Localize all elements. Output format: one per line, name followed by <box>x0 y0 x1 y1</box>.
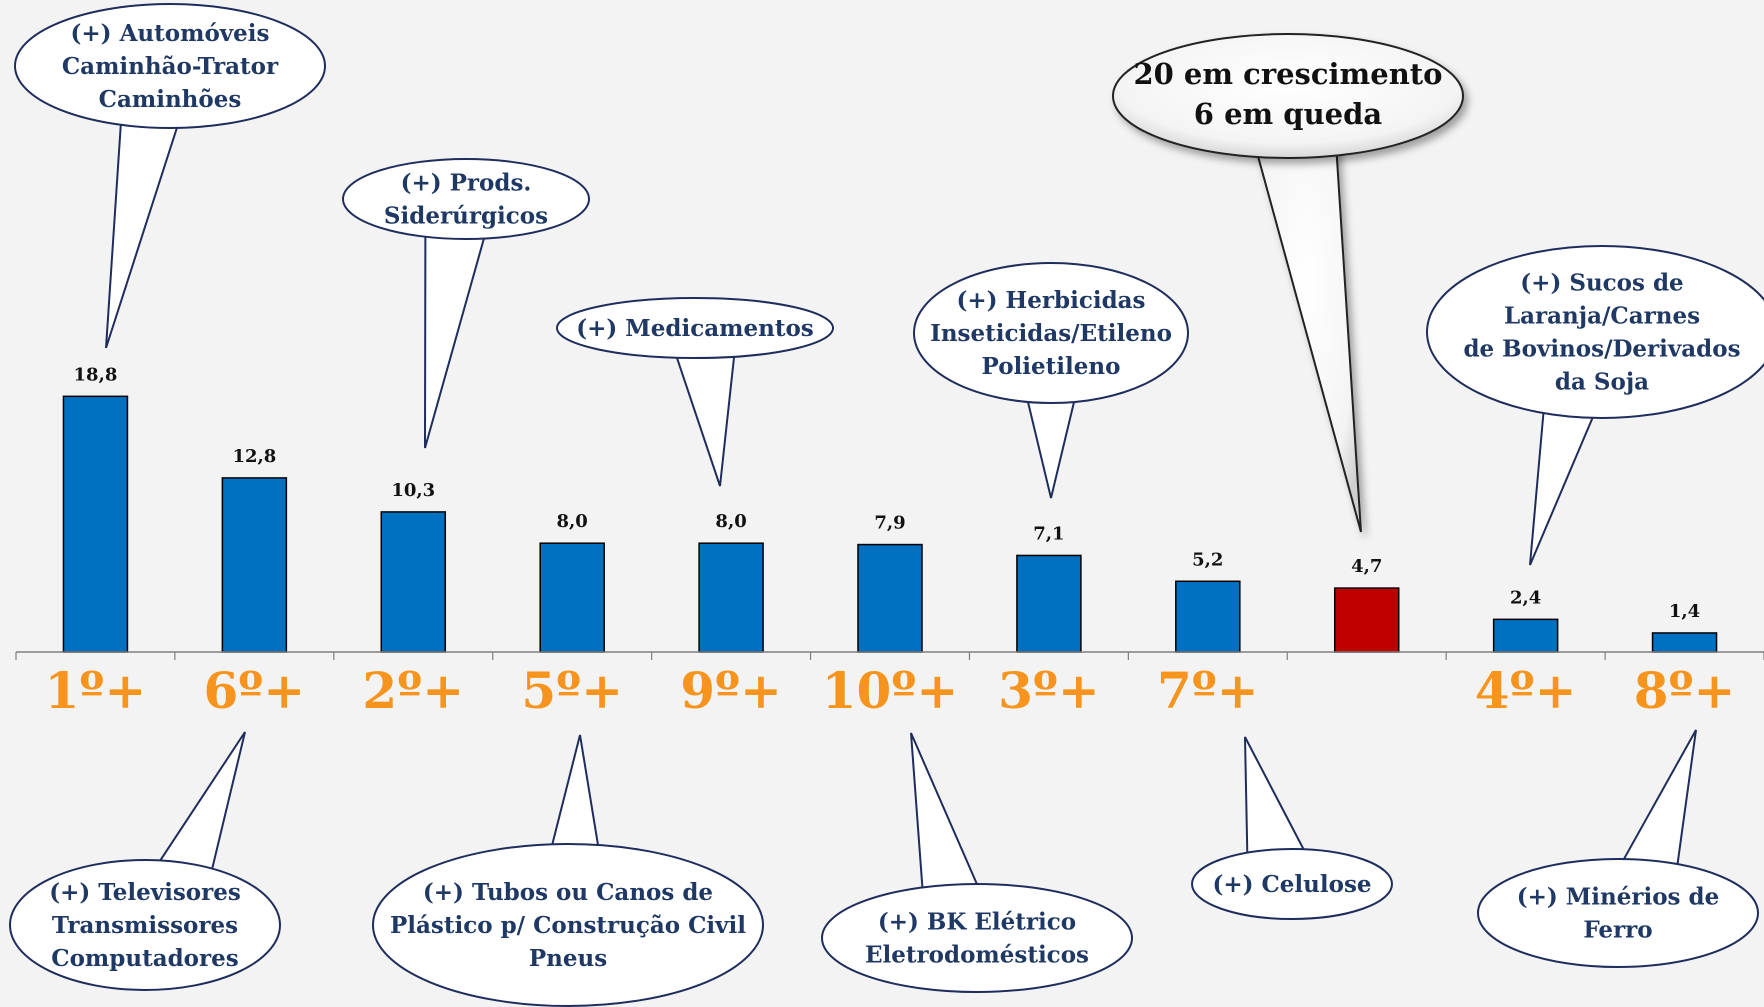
category-label: 3º+ <box>998 661 1100 720</box>
value-label: 8,0 <box>715 511 746 532</box>
callout-text-line: (+) Sucos de <box>1520 270 1683 297</box>
callout-bubble-fill <box>374 845 762 1005</box>
callout-pointer <box>424 210 490 449</box>
summary-callout: 20 em crescimento 6 em queda <box>1112 33 1464 533</box>
bar-6 <box>857 543 923 653</box>
callout-text-line: Transmissores <box>52 912 238 939</box>
callout-bubble-fill <box>823 885 1131 991</box>
x-axis-ticks <box>15 652 1764 660</box>
callout-text-line: Caminhão-Trator <box>62 53 279 80</box>
annotation-callout-1: (+) Automóveis Caminhão-Trator Caminhões <box>14 3 326 349</box>
callout-text-line: Ferro <box>1583 917 1652 944</box>
callout-text-line: (+) Televisores <box>49 879 241 906</box>
callout-text-line: 20 em crescimento <box>1133 57 1442 91</box>
category-label: 1º+ <box>45 661 147 720</box>
bar-3 <box>380 511 447 653</box>
callout-text-line: (+) Celulose <box>1212 871 1371 898</box>
bar-10 <box>1492 618 1559 653</box>
bar-2 <box>221 477 288 653</box>
category-label: 6º+ <box>204 661 306 720</box>
value-label: 18,8 <box>74 364 118 385</box>
value-label: 12,8 <box>232 446 276 467</box>
summary-bubble-fill <box>1114 35 1462 157</box>
callout-text-line: Siderúrgicos <box>384 203 548 230</box>
bar-8 <box>1175 580 1241 653</box>
category-label: 7º+ <box>1157 661 1259 720</box>
bar-4 <box>539 542 605 653</box>
callout-text-line: de Bovinos/Derivados <box>1463 336 1740 363</box>
annotation-callout-10: (+) Minérios de Ferro <box>1477 729 1759 968</box>
summary-pointer <box>1250 117 1362 533</box>
value-label: 2,4 <box>1510 587 1541 608</box>
annotation-callout-9: (+) Celulose <box>1191 736 1393 920</box>
category-label: 10º+ <box>822 661 958 720</box>
category-label: 5º+ <box>521 661 623 720</box>
callout-text-line: Eletrodomésticos <box>865 942 1089 969</box>
callout-text-line: (+) Minérios de <box>1517 884 1719 911</box>
annotation-callout-7: (+) Tubos ou Canos de Plástico p/ Constru… <box>372 734 764 1007</box>
callout-text-line: 6 em queda <box>1194 97 1383 131</box>
category-label: 9º+ <box>680 661 782 720</box>
category-label: 2º+ <box>362 661 464 720</box>
labels: 18,8 1º+ 12,8 6º+ 10,3 2º+ 8,0 5º+ 8,0 9º+ 7,9 10º+… <box>45 364 1736 720</box>
annotation-callout-3: (+) Medicamentos <box>556 297 834 487</box>
callout-text-line: (+) Herbicidas <box>956 287 1145 314</box>
annotation-callout-8: (+) BK Elétrico Eletrodomésticos <box>821 732 1133 993</box>
bar-5 <box>698 542 764 653</box>
bar-1 <box>62 395 129 653</box>
callout-text-line: Caminhões <box>99 86 242 113</box>
bar-11 <box>1651 632 1718 653</box>
callout-text-line: (+) BK Elétrico <box>878 909 1076 936</box>
callout-bubble-fill <box>558 299 832 357</box>
callout-text-line: Polietileno <box>982 353 1121 380</box>
callout-bubble-fill <box>915 264 1187 402</box>
callout-bubble-fill <box>344 160 588 238</box>
callout-text-line: (+) Automóveis <box>71 20 270 47</box>
annotation-callout-5: (+) Sucos de Laranja/Carnes de Bovinos/Der… <box>1426 245 1764 566</box>
value-label: 1,4 <box>1669 601 1700 622</box>
value-label: 8,0 <box>557 511 588 532</box>
value-label: 5,2 <box>1192 549 1223 570</box>
callout-text-line: (+) Medicamentos <box>576 315 813 342</box>
annotation-callout-2: (+) Prods. Siderúrgicos <box>342 158 590 449</box>
callout-bubble-fill <box>1428 247 1764 417</box>
category-label: 4º+ <box>1475 661 1577 720</box>
callout-text-line: Pneus <box>529 945 607 972</box>
category-label: 8º+ <box>1634 661 1736 720</box>
callout-text-line: da Soja <box>1555 369 1649 396</box>
value-label: 10,3 <box>391 480 435 501</box>
callout-text-line: Inseticidas/Etileno <box>930 320 1172 347</box>
bars <box>62 395 1718 653</box>
callout-text-line: Plástico p/ Construção Civil <box>390 912 746 939</box>
value-label: 4,7 <box>1351 556 1382 577</box>
callout-text-line: Laranja/Carnes <box>1504 303 1700 330</box>
callout-bubble-fill <box>1479 860 1757 966</box>
value-label: 7,1 <box>1033 523 1064 544</box>
callout-text-line: Computadores <box>51 945 238 972</box>
value-label: 7,9 <box>874 513 905 534</box>
annotation-callout-6: (+) Televisores Transmissores Computadores <box>9 731 281 991</box>
bar-7 <box>1016 554 1082 653</box>
callout-bubble-fill <box>16 5 324 127</box>
callout-bubble-fill <box>1193 850 1391 918</box>
callout-text-line: (+) Tubos ou Canos de <box>423 879 713 906</box>
callout-bubble-fill <box>11 861 279 989</box>
bar-9 <box>1333 587 1400 653</box>
annotation-callout-4: (+) Herbicidas Inseticidas/Etileno Polieti… <box>913 262 1189 499</box>
annotation-callouts: (+) AutomóveisCaminhão-TratorCaminhões(+… <box>9 3 1764 1007</box>
callout-text-line: (+) Prods. <box>401 170 532 197</box>
